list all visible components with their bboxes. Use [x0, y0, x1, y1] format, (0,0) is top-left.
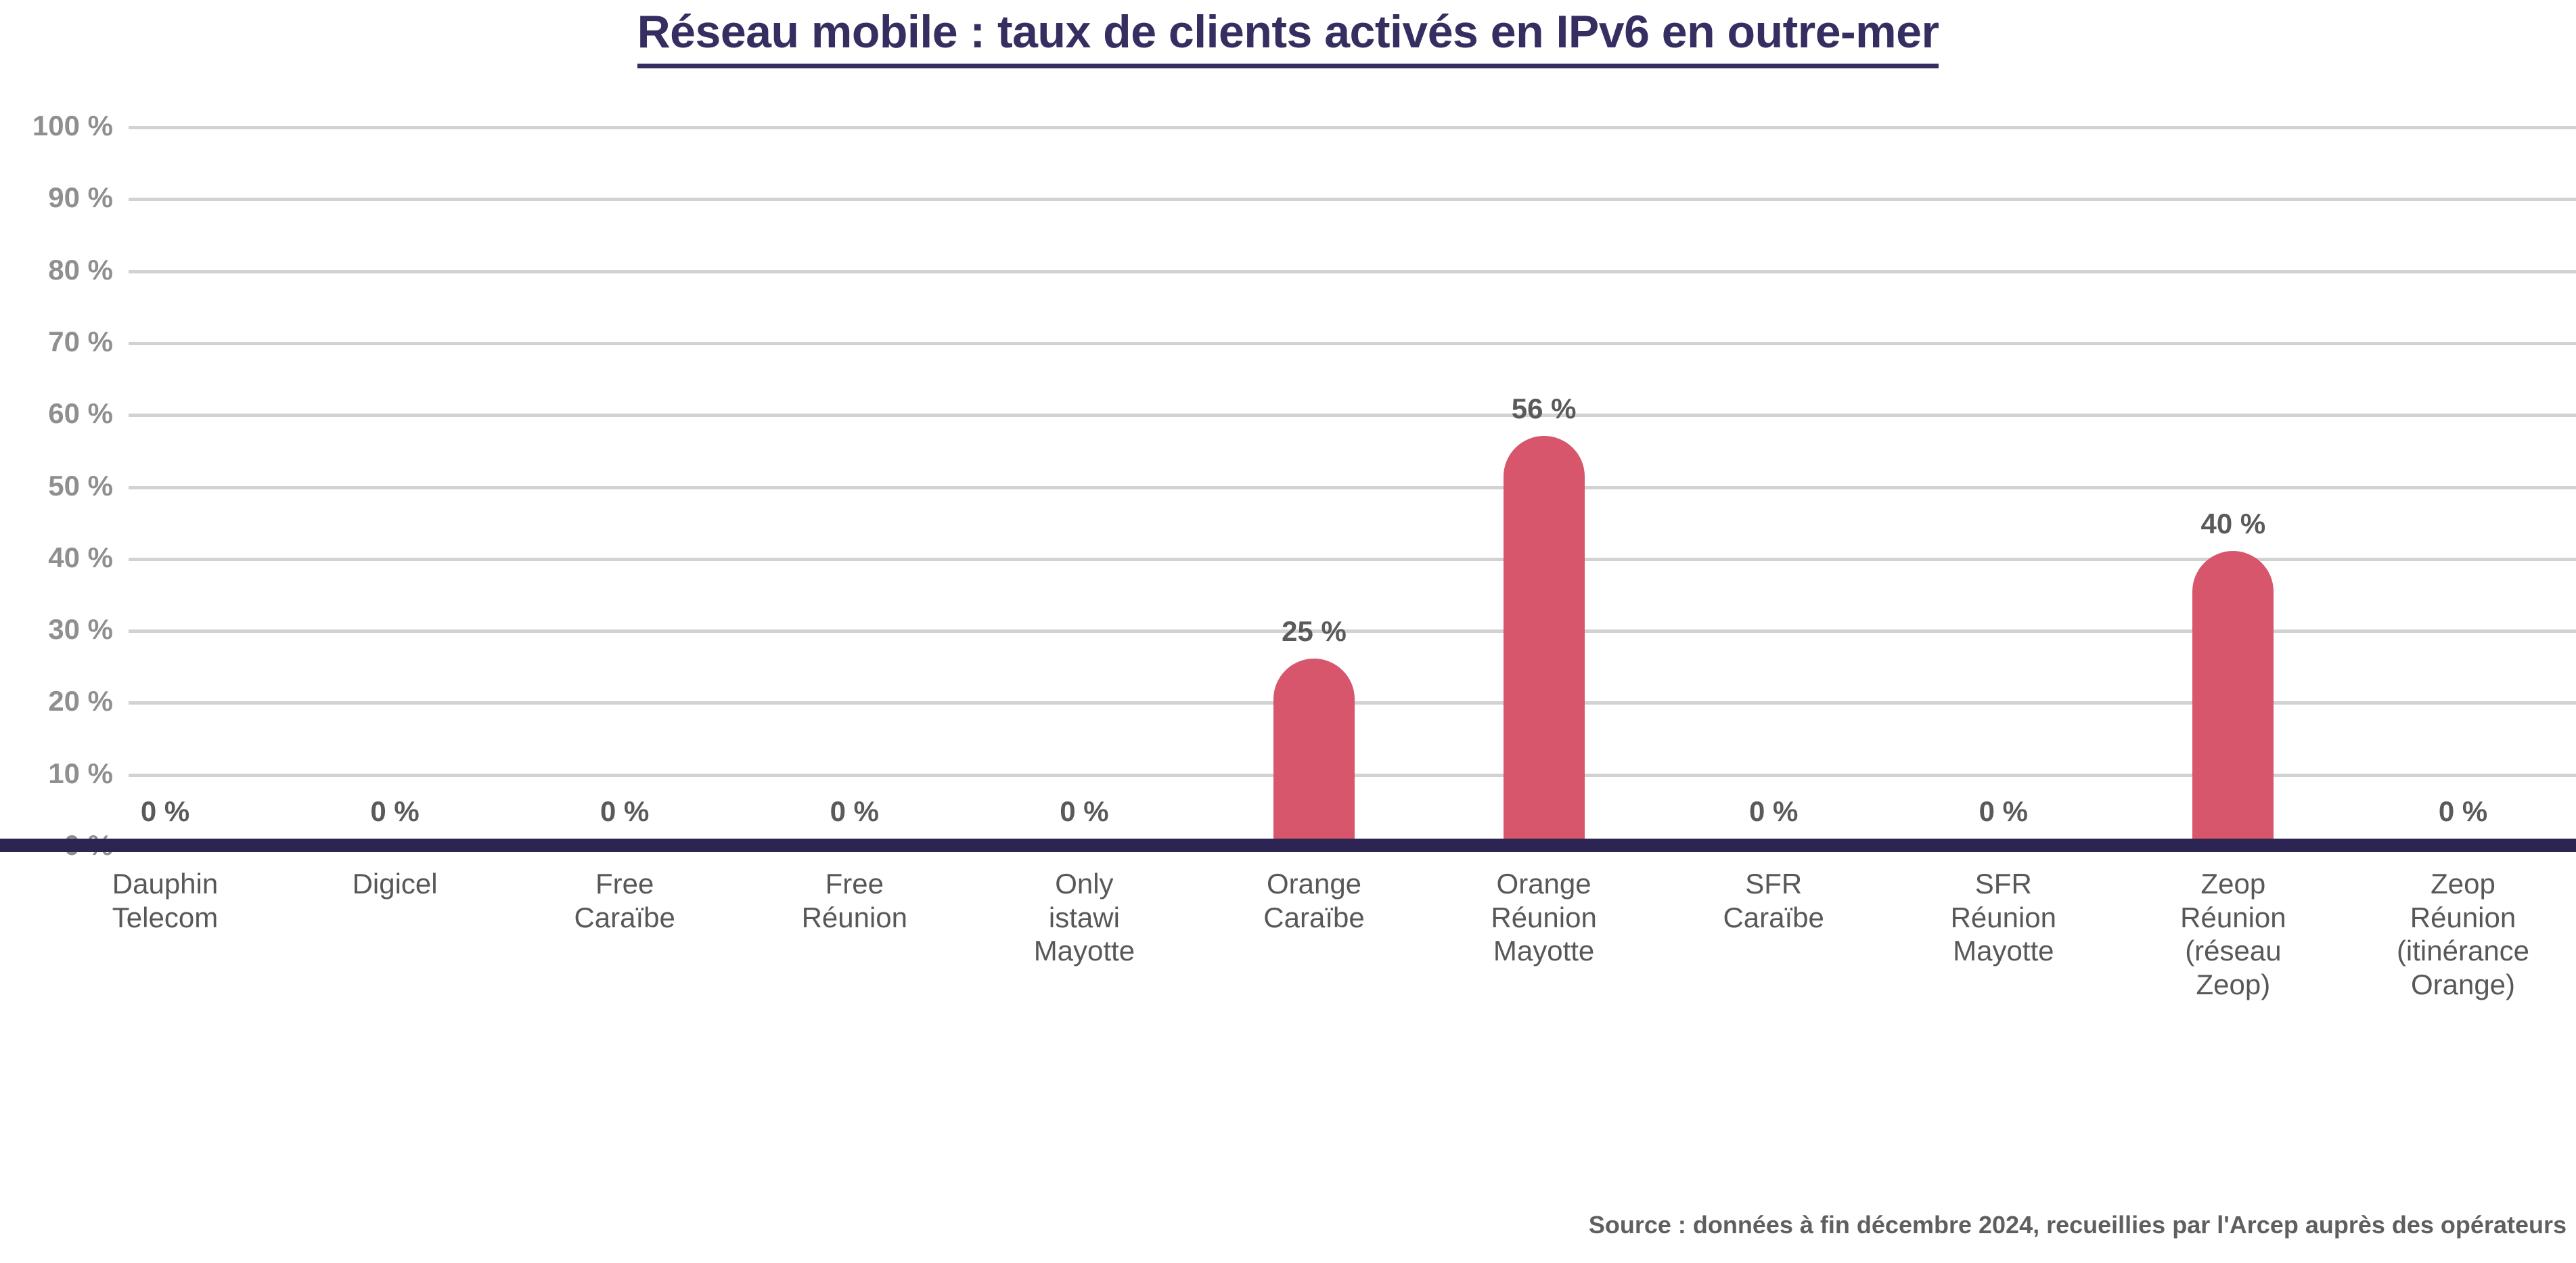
gridline: [129, 269, 2576, 273]
y-axis-tick-label: 80 %: [48, 253, 113, 286]
y-axis-tick-label: 100 %: [32, 110, 113, 141]
gridline: [129, 126, 2576, 129]
x-axis-category-label: Orange Caraïbe: [1263, 868, 1365, 933]
gridline: [129, 485, 2576, 489]
y-axis-tick-label: 20 %: [48, 685, 113, 717]
x-axis-category-label: Dauphin Telecom: [112, 868, 219, 933]
x-axis-category-label: Zeop Réunion (réseau Zeop): [2180, 868, 2286, 1000]
x-axis-category-label: Zeop Réunion (itinérance Orange): [2396, 868, 2530, 1000]
gridline: [129, 557, 2576, 561]
y-axis-tick-label: 70 %: [48, 325, 113, 357]
y-axis-tick-label: 40 %: [48, 541, 113, 573]
gridline: [129, 198, 2576, 202]
y-axis-tick-label: 90 %: [48, 181, 113, 214]
x-axis-category-label: Free Caraïbe: [574, 868, 675, 933]
x-axis-category-label: Free Réunion: [801, 868, 908, 933]
y-axis-tick-label: 10 %: [48, 757, 113, 789]
gridline: [129, 414, 2576, 418]
source-note: Source : données à fin décembre 2024, re…: [1588, 1211, 2567, 1239]
x-axis-category-label: SFR Réunion Mayotte: [1950, 868, 2057, 967]
x-axis-category-label: SFR Caraïbe: [1723, 868, 1824, 933]
chart-title-wrapper: Réseau mobile : taux de clients activés …: [0, 5, 2576, 69]
y-axis-tick-label: 60 %: [48, 397, 113, 430]
y-axis-tick-label: 50 %: [48, 469, 113, 502]
x-axis-category-label: Digicel: [352, 868, 438, 900]
gridline: [129, 773, 2576, 777]
plot-area: [129, 126, 2576, 839]
gridline: [129, 629, 2576, 634]
x-axis-category-label: Orange Réunion Mayotte: [1491, 868, 1597, 967]
gridline: [129, 341, 2576, 345]
page-title: Réseau mobile : taux de clients activés …: [637, 5, 1939, 69]
x-axis-category-label: Only istawi Mayotte: [1033, 868, 1135, 967]
y-axis-tick-label: 30 %: [48, 613, 113, 646]
x-axis-baseline: [0, 839, 2576, 852]
gridline: [129, 701, 2576, 705]
